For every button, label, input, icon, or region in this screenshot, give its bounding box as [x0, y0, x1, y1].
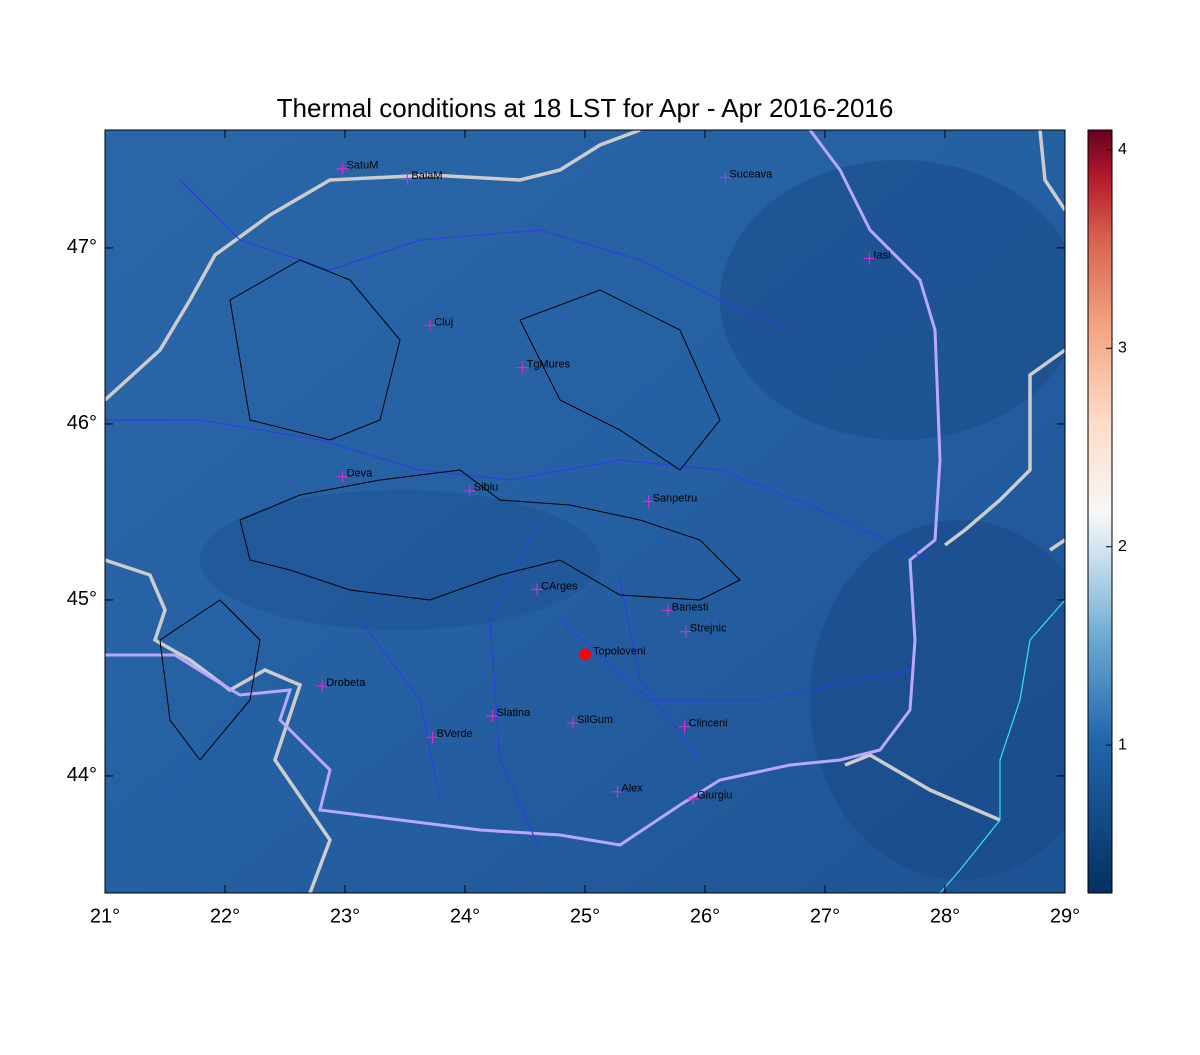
- station-label: BVerde: [437, 728, 473, 740]
- station-label: TgMures: [527, 359, 571, 371]
- x-tick-label: 24°: [450, 905, 480, 927]
- station-label: SatuM: [347, 160, 379, 172]
- station-marker: [531, 583, 543, 596]
- rivers: [105, 179, 931, 851]
- x-tick-label: 26°: [690, 905, 720, 927]
- map-body: [105, 130, 1065, 893]
- station-label: Strejnic: [690, 623, 727, 635]
- station-marker: [426, 731, 439, 744]
- station-marker: [401, 173, 414, 186]
- y-tick-label: 44°: [67, 764, 97, 786]
- colorbar-tick-label: 1: [1118, 736, 1127, 753]
- station-marker: [486, 710, 499, 723]
- station-marker: [316, 680, 329, 693]
- station-marker: [516, 361, 529, 374]
- station-label: BaiaM: [411, 170, 442, 182]
- colorbar-tick-label: 4: [1118, 141, 1127, 158]
- station-label: Alex: [621, 783, 643, 795]
- cool-area: [720, 160, 1065, 440]
- station-marker: [463, 484, 476, 497]
- station-marker: [719, 171, 732, 184]
- station-label: Deva: [347, 468, 374, 480]
- cool-area: [810, 520, 1065, 880]
- station-label: Cluj: [434, 316, 453, 328]
- coastline: [939, 599, 1065, 893]
- site-label: Topoloveni: [593, 645, 646, 657]
- map-title: Thermal conditions at 18 LST for Apr - A…: [277, 93, 894, 123]
- colorbar-tick-label: 3: [1118, 340, 1127, 357]
- station-label: Slatina: [497, 707, 532, 719]
- colorbar: [1087, 129, 1113, 894]
- x-tick-label: 22°: [210, 905, 240, 927]
- x-tick-label: 25°: [570, 905, 600, 927]
- station-label: Clinceni: [689, 718, 728, 730]
- y-tick-label: 45°: [67, 588, 97, 610]
- station-label: Suceava: [729, 168, 773, 180]
- x-tick-label: 28°: [930, 905, 960, 927]
- x-tick-label: 21°: [90, 905, 120, 927]
- station-marker: [679, 625, 692, 638]
- y-tick-label: 46°: [67, 412, 97, 434]
- country-border: [105, 130, 1065, 893]
- station-label: CArges: [541, 580, 578, 592]
- station-label: Sanpetru: [653, 492, 698, 504]
- station-marker: [642, 495, 655, 508]
- station-marker: [863, 252, 876, 265]
- x-tick-label: 27°: [810, 905, 840, 927]
- station-marker: [336, 470, 349, 483]
- station-label: Giurgiu: [697, 790, 732, 802]
- y-tick-label: 47°: [67, 236, 97, 258]
- station-label: Drobeta: [326, 677, 366, 689]
- cool-area: [200, 490, 600, 630]
- station-marker: [678, 720, 691, 733]
- station-marker: [567, 717, 579, 730]
- station-marker: [336, 162, 349, 175]
- station-marker: [687, 792, 699, 805]
- station-marker: [611, 785, 624, 798]
- elevation-contours: [159, 259, 741, 761]
- station-label: Banesti: [672, 601, 709, 613]
- river-border: [105, 130, 942, 847]
- station-marker: [424, 319, 437, 332]
- station-label: Iasi: [873, 249, 890, 261]
- station-label: SilGum: [577, 714, 613, 726]
- site-marker: [579, 648, 591, 661]
- station-label: Sibiu: [474, 482, 498, 494]
- x-tick-label: 23°: [330, 905, 360, 927]
- station-marker: [661, 604, 674, 617]
- x-tick-label: 29°: [1050, 905, 1080, 927]
- colorbar-tick-label: 2: [1118, 538, 1127, 555]
